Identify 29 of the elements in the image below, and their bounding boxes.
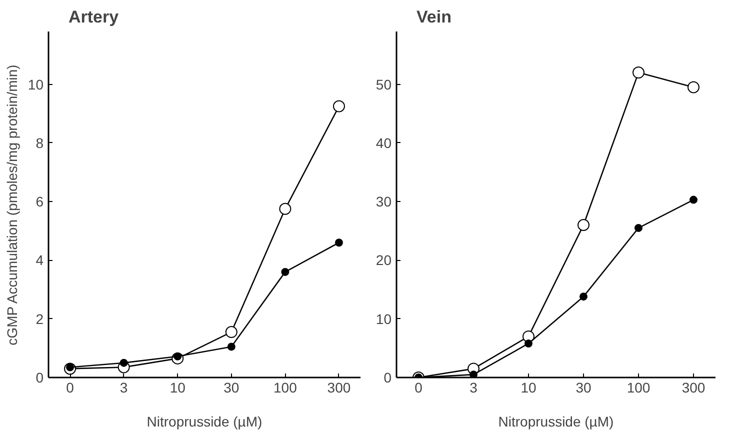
y-tick-label: 50 [376,76,392,92]
chart-title: Artery [68,8,120,26]
x-tick-label: 0 [414,380,423,396]
y-tick-label: 10 [28,76,44,92]
y-tick-label: 10 [376,310,392,327]
y-tick-label: 4 [36,252,44,268]
x-axis-title: Nitroprusside (µM) [146,414,262,430]
y-axis-title: cGMP Accumulation (pmoles/mg protein/min) [4,64,20,346]
y-tick-label: 6 [36,194,44,210]
x-tick-label: 100 [274,380,298,396]
x-tick-label: 30 [224,380,240,396]
x-tick-label: 30 [576,380,592,396]
x-tick-label: 10 [170,380,186,396]
y-tick-label: 40 [376,134,392,151]
x-tick-label: 300 [682,380,706,396]
x-tick-label: 10 [520,380,536,396]
y-tick-label: 8 [36,134,44,151]
x-tick-label: 0 [66,380,74,396]
y-tick-label: 0 [36,370,44,386]
x-tick-label: 3 [470,380,478,396]
x-tick-label: 100 [626,380,650,396]
x-axis-title: Nitroprusside (µM) [498,414,614,430]
y-tick-label: 2 [36,310,44,327]
y-tick-label: 0 [384,370,392,386]
x-tick-label: 3 [120,380,128,396]
y-tick-label: 30 [376,194,392,210]
y-tick-label: 20 [376,252,392,268]
chart-title: Vein [416,8,452,26]
x-tick-label: 300 [327,380,351,396]
